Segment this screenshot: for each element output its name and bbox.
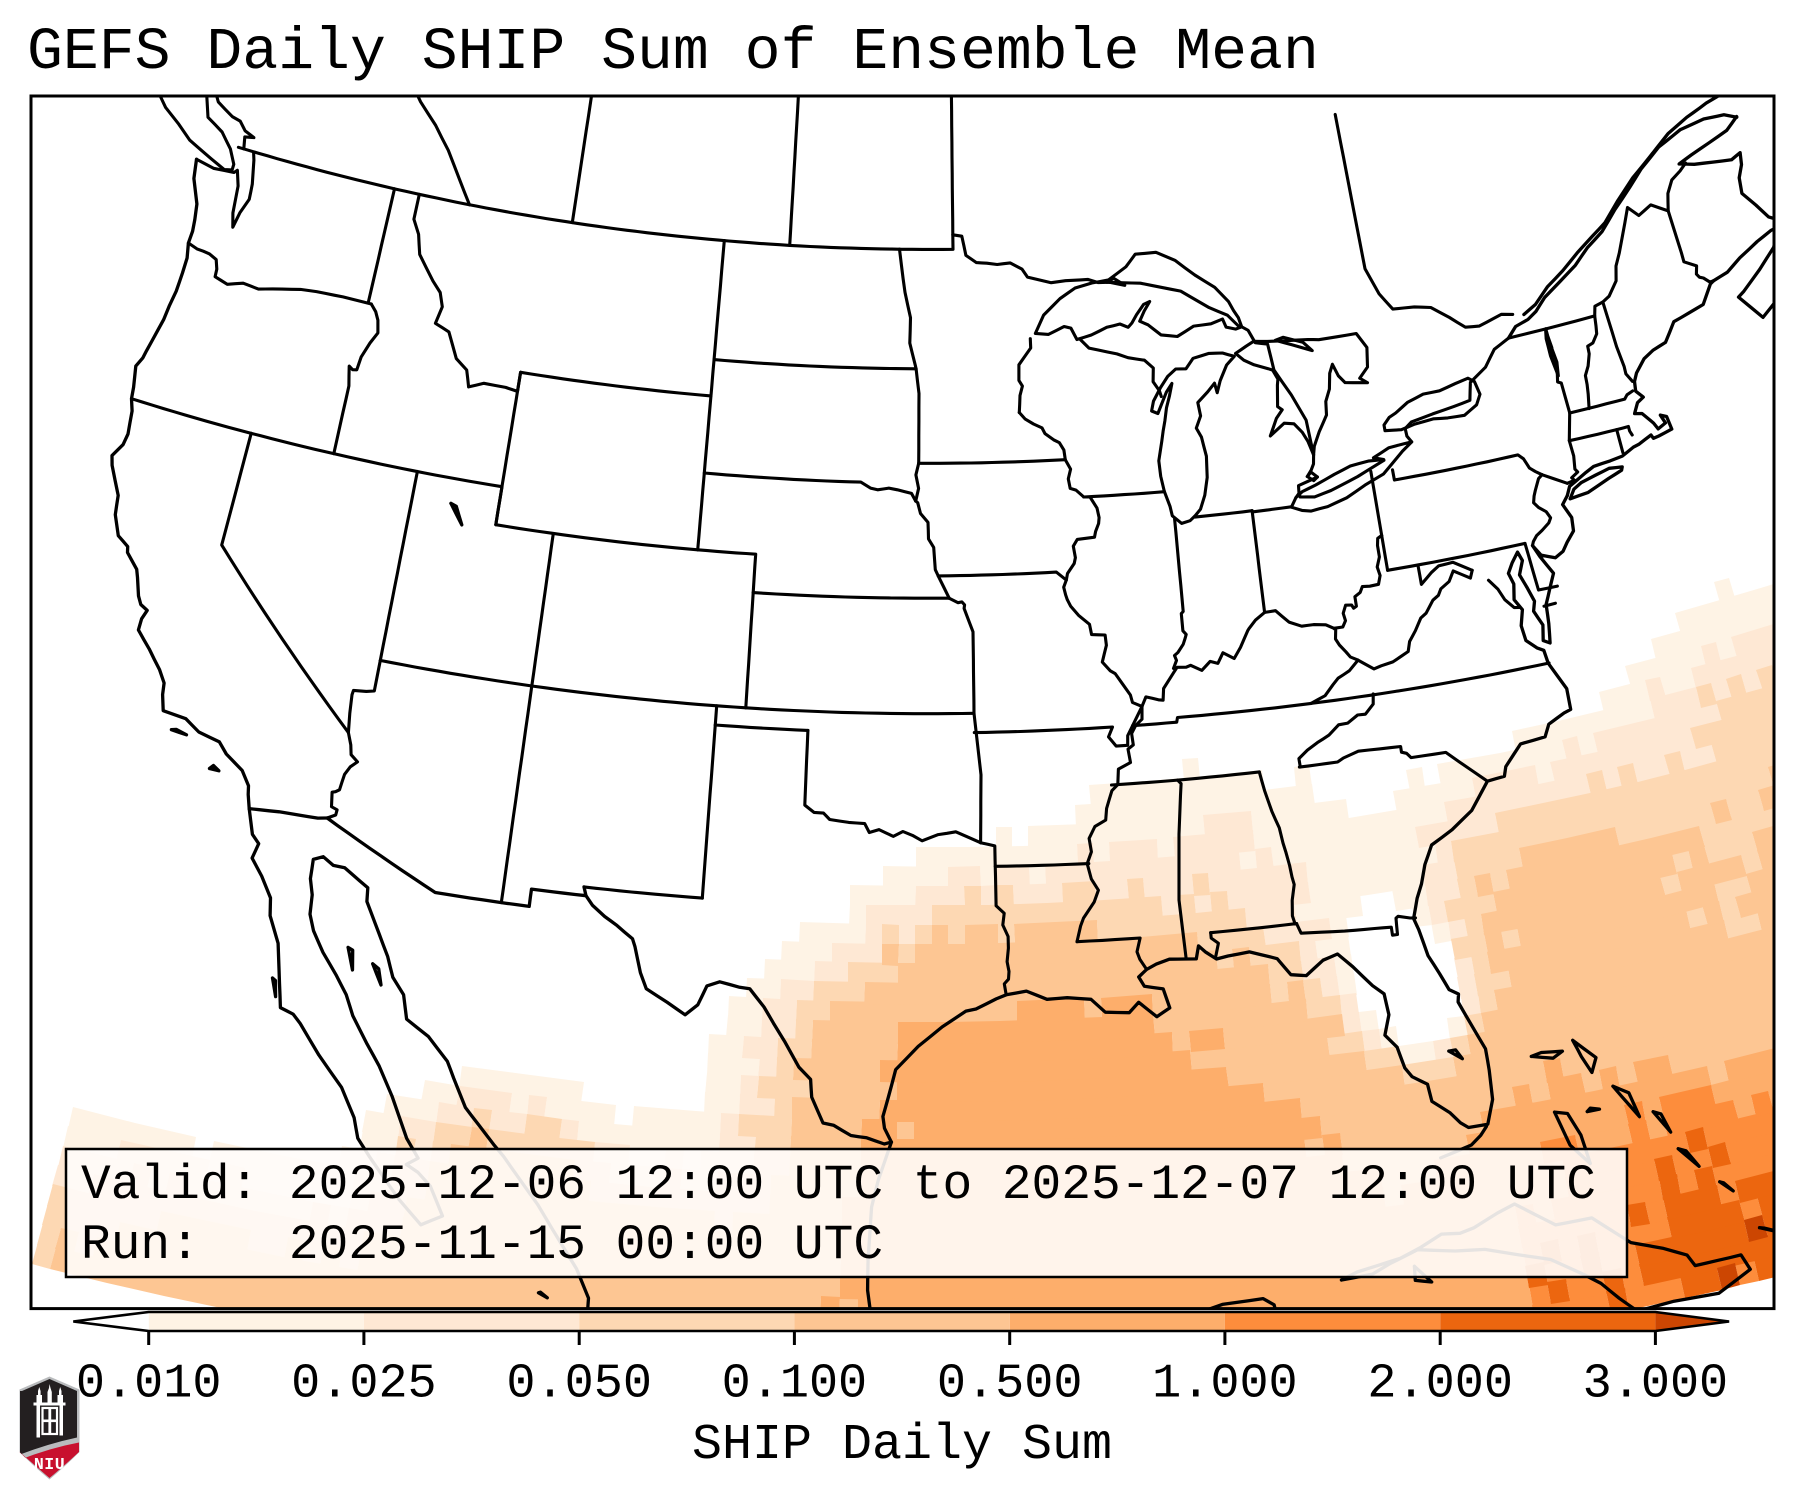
svg-text:1.000: 1.000 [1152,1357,1298,1412]
svg-text:0.100: 0.100 [722,1357,868,1412]
svg-text:0.010: 0.010 [76,1357,222,1412]
svg-text:Valid: 2025-12-06 12:00 UTC to: Valid: 2025-12-06 12:00 UTC to 2025-12-0… [81,1157,1596,1213]
svg-text:2.000: 2.000 [1367,1357,1513,1412]
svg-text:GEFS Daily SHIP Sum of Ensembl: GEFS Daily SHIP Sum of Ensemble Mean [27,18,1319,86]
svg-text:Run: 2025-11-15 00:00 UTC: Run: 2025-11-15 00:00 UTC [81,1217,883,1273]
svg-text:SHIP Daily Sum: SHIP Daily Sum [692,1417,1112,1474]
svg-text:NIU: NIU [34,1455,65,1474]
svg-text:0.050: 0.050 [506,1357,652,1412]
svg-text:3.000: 3.000 [1583,1357,1729,1412]
svg-text:0.500: 0.500 [937,1357,1083,1412]
svg-text:0.025: 0.025 [291,1357,437,1412]
